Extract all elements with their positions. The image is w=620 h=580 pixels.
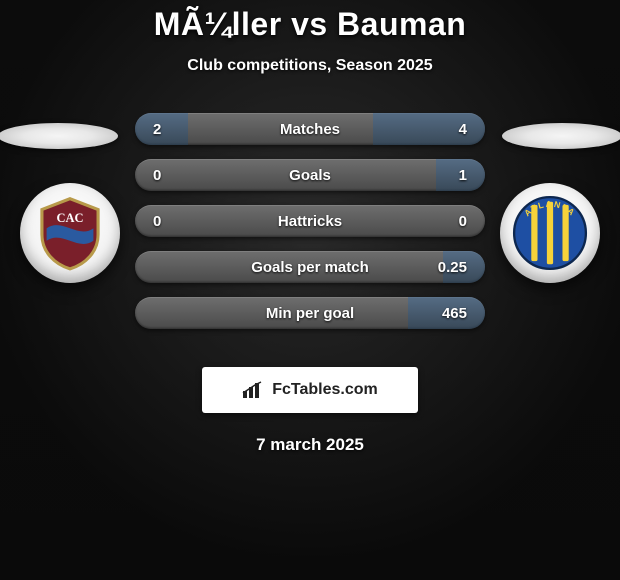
stat-value-left: 0: [153, 213, 161, 230]
stat-row: Goals per match 0.25: [135, 251, 485, 283]
team-badge-right: ATLANTA: [500, 183, 600, 283]
stat-value-right: 4: [459, 121, 467, 138]
stat-value-right: 1: [459, 167, 467, 184]
brand-label: FcTables.com: [272, 381, 378, 399]
stat-row: 2 Matches 4: [135, 113, 485, 145]
stat-value-left: 0: [153, 167, 161, 184]
stat-value-right: 465: [442, 305, 467, 322]
stat-label: Hattricks: [135, 213, 485, 230]
stat-label: Matches: [135, 121, 485, 138]
stat-label: Min per goal: [135, 305, 485, 322]
stat-label: Goals per match: [135, 259, 485, 276]
spotlight-left: [0, 123, 118, 149]
comparison-arena: CAC ATLANTA 2: [0, 113, 620, 353]
club-crest-icon: ATLANTA: [511, 194, 589, 272]
stat-row: 0 Hattricks 0: [135, 205, 485, 237]
page-title: MÃ¼ller vs Bauman: [0, 6, 620, 43]
bar-chart-icon: [242, 381, 266, 399]
spotlight-right: [502, 123, 620, 149]
stat-row: 0 Goals 1: [135, 159, 485, 191]
stat-rows: 2 Matches 4 0 Goals 1 0 Hattricks 0: [135, 113, 485, 329]
stat-value-left: 2: [153, 121, 161, 138]
stat-value-right: 0: [459, 213, 467, 230]
team-badge-left: CAC: [20, 183, 120, 283]
stat-bar-right: [373, 113, 485, 145]
subtitle: Club competitions, Season 2025: [0, 57, 620, 75]
stat-label: Goals: [135, 167, 485, 184]
date-label: 7 march 2025: [0, 435, 620, 455]
stat-row: Min per goal 465: [135, 297, 485, 329]
shield-icon: CAC: [31, 194, 109, 272]
infographic: MÃ¼ller vs Bauman Club competitions, Sea…: [0, 0, 620, 580]
svg-text:CAC: CAC: [56, 211, 83, 225]
brand-box: FcTables.com: [202, 367, 418, 413]
stat-value-right: 0.25: [438, 259, 467, 276]
